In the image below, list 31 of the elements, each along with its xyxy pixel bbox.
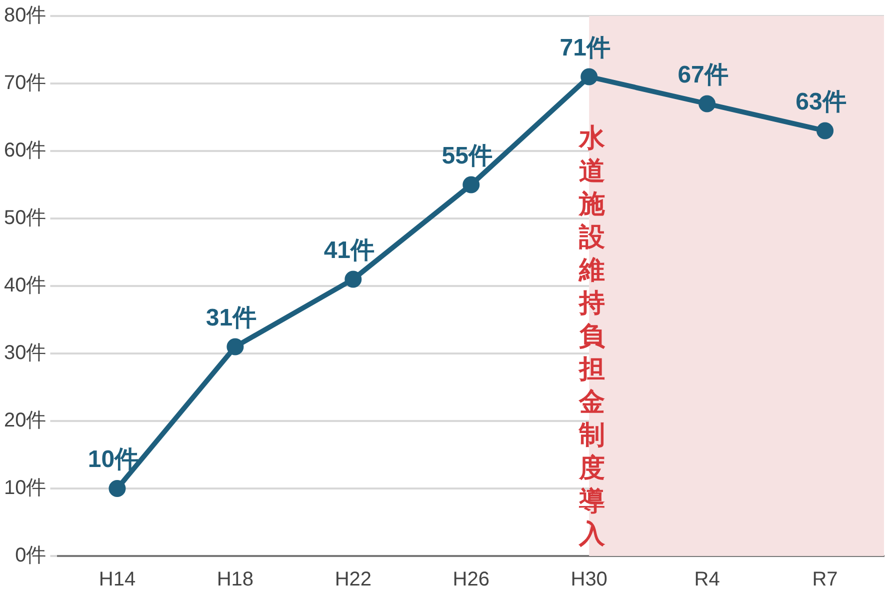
- point: [108, 480, 126, 497]
- y-tick-label: 10件: [4, 477, 46, 500]
- data-label: 55件: [442, 142, 492, 170]
- x-tick-label: R4: [694, 568, 720, 591]
- data-label: 63件: [796, 88, 846, 116]
- point: [344, 270, 362, 288]
- y-tick-label: 40件: [4, 274, 46, 297]
- x-tick-label: H18: [216, 568, 254, 591]
- x-tick-label: H26: [452, 568, 490, 591]
- point: [462, 176, 480, 194]
- point: [816, 122, 834, 140]
- x-tick-label: H30: [570, 568, 608, 591]
- data-label: 41件: [324, 236, 375, 264]
- data-label: 67件: [678, 61, 728, 88]
- x-tick-label: H22: [334, 568, 372, 591]
- point: [698, 95, 716, 112]
- y-tick-label: 70件: [4, 72, 46, 94]
- data-label: 10件: [88, 446, 139, 474]
- y-tick-label: 20件: [4, 410, 46, 432]
- y-tick-label: 0件: [15, 544, 46, 567]
- y-tick-label: 30件: [4, 342, 46, 364]
- x-tick-label: H14: [98, 568, 136, 591]
- data-label: 71件: [560, 34, 610, 62]
- x-tick-label: R7: [812, 568, 838, 591]
- point: [580, 68, 598, 86]
- y-tick-label: 50件: [4, 207, 46, 230]
- point: [226, 338, 244, 356]
- text: 水道施設維持負担金制度導入: [579, 122, 606, 549]
- data-label: 31件: [206, 304, 257, 332]
- y-tick-label: 80件: [4, 4, 46, 27]
- y-tick-label: 60件: [4, 140, 46, 162]
